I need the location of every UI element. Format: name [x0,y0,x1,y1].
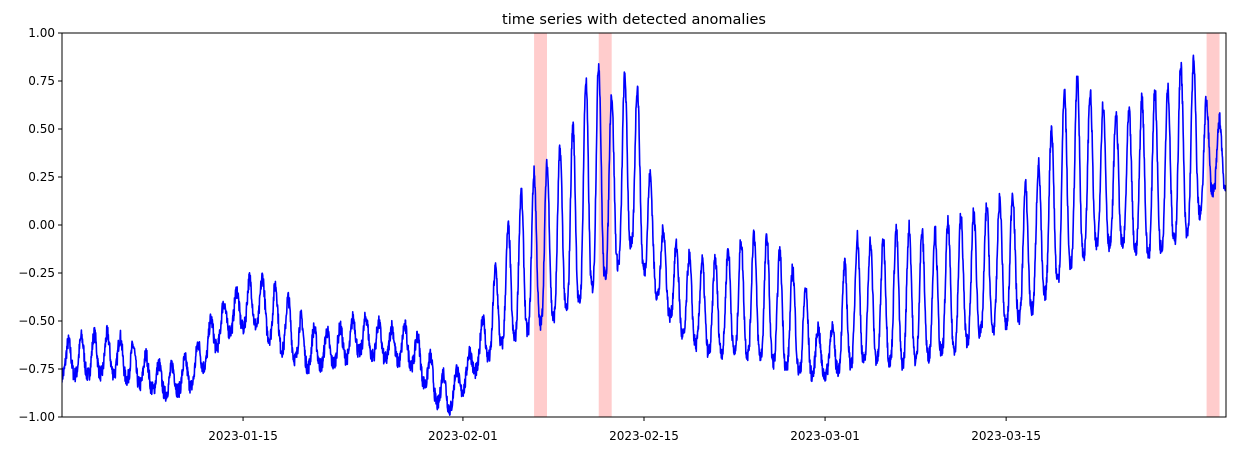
x-tick-label: 2023-03-15 [971,429,1041,443]
x-tick-label: 2023-02-01 [428,429,498,443]
anomaly-span-3 [1206,33,1220,417]
y-tick-label: −0.50 [18,314,55,328]
y-tick-label: 0.25 [28,170,55,184]
x-tick-label: 2023-02-15 [609,429,679,443]
x-axis: 2023-01-15 2023-02-01 2023-02-15 2023-03-01… [208,417,1041,443]
y-tick-label: 1.00 [28,26,55,40]
y-tick-label: 0.75 [28,74,55,88]
chart-title: time series with detected anomalies [502,12,766,28]
series-line-signal [62,54,1226,416]
y-axis: −1.00 −0.75 −0.50 −0.25 0.00 0.25 0.50 0.75 1.00 [18,26,62,424]
anomaly-span-1 [534,33,547,417]
y-tick-label: 0.00 [28,218,55,232]
x-tick-label: 2023-01-15 [208,429,278,443]
y-tick-label: −0.25 [18,266,55,280]
y-tick-label: −1.00 [18,410,55,424]
series-group [62,54,1226,416]
x-tick-label: 2023-03-01 [790,429,860,443]
y-tick-label: 0.50 [28,122,55,136]
anomaly-highlight-group [534,33,1220,417]
y-tick-label: −0.75 [18,362,55,376]
anomaly-span-2 [598,33,612,417]
